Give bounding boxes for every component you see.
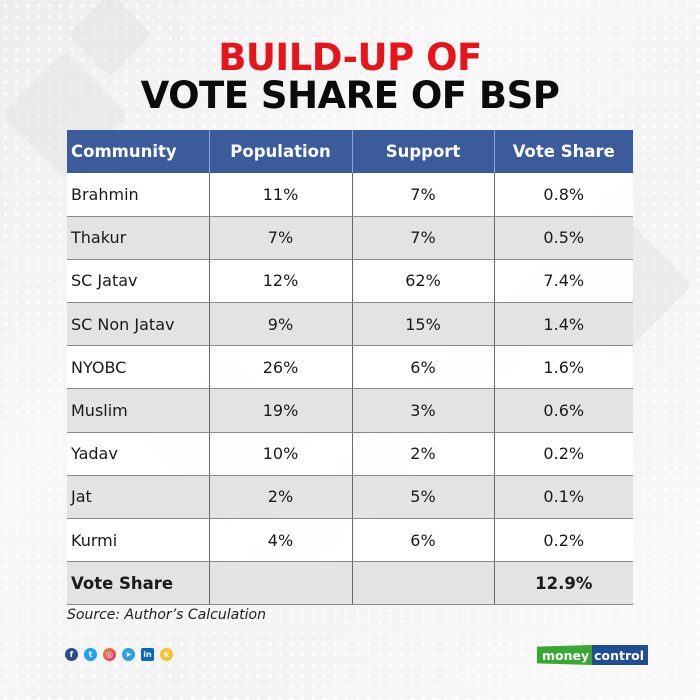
community-cell: NYOBC xyxy=(67,345,209,390)
support-cell: 6% xyxy=(351,518,494,563)
vote-share-cell: 0.8% xyxy=(493,173,633,217)
support-cell: 7% xyxy=(351,173,494,217)
population-cell: 10% xyxy=(208,432,352,476)
column-header-vote-share: Vote Share xyxy=(493,130,633,173)
community-cell: Brahmin xyxy=(67,173,209,217)
population-cell: 9% xyxy=(208,302,352,347)
community-cell: SC Jatav xyxy=(67,259,209,304)
vote-share-cell: 0.1% xyxy=(493,475,633,520)
population-cell: 26% xyxy=(208,345,352,390)
table-row: Muslim 19% 3% 0.6% xyxy=(67,388,633,433)
support-cell: 62% xyxy=(351,259,494,304)
community-cell: Muslim xyxy=(67,388,209,433)
total-row: Vote Share 12.9% xyxy=(67,561,633,606)
table-row: Thakur 7% 7% 0.5% xyxy=(67,216,633,260)
vote-share-cell: 0.5% xyxy=(493,216,633,260)
total-population-cell xyxy=(208,561,352,606)
vote-share-cell: 7.4% xyxy=(493,259,633,304)
support-cell: 2% xyxy=(351,432,494,476)
community-cell: Kurmi xyxy=(67,518,209,563)
kooapp-icon[interactable]: k xyxy=(160,648,173,661)
support-cell: 6% xyxy=(351,345,494,390)
population-cell: 4% xyxy=(208,518,352,563)
community-cell: Thakur xyxy=(67,216,209,260)
table-row: Brahmin 11% 7% 0.8% xyxy=(67,173,633,217)
support-cell: 15% xyxy=(351,302,494,347)
column-header-community: Community xyxy=(67,130,209,173)
column-header-support: Support xyxy=(351,130,494,173)
column-header-population: Population xyxy=(208,130,352,173)
total-label: Vote Share xyxy=(67,561,209,606)
population-cell: 11% xyxy=(208,173,352,217)
table-row: Jat 2% 5% 0.1% xyxy=(67,475,633,520)
community-cell: Jat xyxy=(67,475,209,520)
facebook-icon[interactable]: f xyxy=(65,648,78,661)
support-cell: 7% xyxy=(351,216,494,260)
population-cell: 2% xyxy=(208,475,352,520)
population-cell: 19% xyxy=(208,388,352,433)
table-row: Kurmi 4% 6% 0.2% xyxy=(67,518,633,563)
community-cell: Yadav xyxy=(67,432,209,476)
population-cell: 12% xyxy=(208,259,352,304)
community-cell: SC Non Jatav xyxy=(67,302,209,347)
support-cell: 5% xyxy=(351,475,494,520)
vote-share-cell: 1.4% xyxy=(493,302,633,347)
vote-share-cell: 0.2% xyxy=(493,518,633,563)
table-row: SC Jatav 12% 62% 7.4% xyxy=(67,259,633,304)
title-line-2: VOTE SHARE OF BSP xyxy=(140,74,560,117)
table-header-row: Community Population Support Vote Share xyxy=(67,130,633,173)
support-cell: 3% xyxy=(351,388,494,433)
social-icons: f t ◎ ➤ in k xyxy=(65,648,173,661)
vote-share-cell: 0.6% xyxy=(493,388,633,433)
table-row: SC Non Jatav 9% 15% 1.4% xyxy=(67,302,633,347)
vote-share-cell: 1.6% xyxy=(493,345,633,390)
table-row: Yadav 10% 2% 0.2% xyxy=(67,432,633,476)
logo-part-control: control xyxy=(592,645,649,665)
linkedin-icon[interactable]: in xyxy=(141,648,154,661)
total-vote-share-value: 12.9% xyxy=(493,561,633,606)
source-note: Source: Author’s Calculation xyxy=(67,607,266,623)
vote-share-table: Community Population Support Vote Share … xyxy=(67,130,633,606)
vote-share-cell: 0.2% xyxy=(493,432,633,476)
twitter-icon[interactable]: t xyxy=(84,648,97,661)
moneycontrol-logo: money control xyxy=(537,645,649,665)
population-cell: 7% xyxy=(208,216,352,260)
instagram-icon[interactable]: ◎ xyxy=(103,648,116,661)
total-support-cell xyxy=(351,561,494,606)
logo-part-money: money xyxy=(537,645,593,665)
telegram-icon[interactable]: ➤ xyxy=(122,648,135,661)
title-line-1: BUILD-UP OF xyxy=(218,36,482,79)
table-row: NYOBC 26% 6% 1.6% xyxy=(67,345,633,390)
